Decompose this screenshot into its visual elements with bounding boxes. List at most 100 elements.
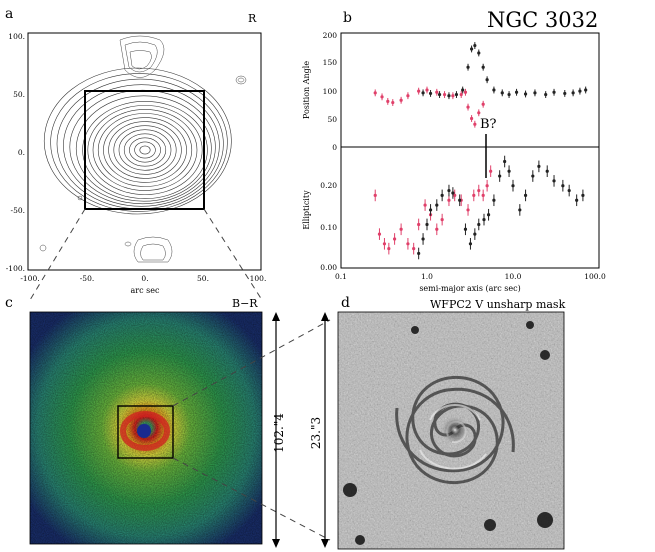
data-point [377, 232, 382, 236]
panel-b-letter: b [343, 10, 352, 26]
isophote [87, 105, 203, 195]
y-tick-label: -100. [6, 264, 25, 273]
data-point [482, 218, 486, 222]
data-point [514, 90, 519, 94]
data-point [435, 203, 439, 207]
isophote [75, 95, 212, 202]
y-tick-label: -50. [11, 206, 25, 215]
panel-a-y-ticks: 100. 50. 0. -50. -100. [6, 32, 25, 273]
data-point [552, 90, 556, 94]
isophote [123, 133, 167, 167]
data-point [399, 227, 403, 231]
data-point [406, 242, 410, 246]
data-point [391, 100, 395, 105]
data-point [417, 89, 421, 93]
pa-tick-label: 150 [323, 58, 338, 67]
profile-marks [373, 42, 588, 260]
data-point [492, 88, 496, 92]
x-tick-label: -100. [20, 274, 39, 283]
data-point [399, 98, 403, 102]
pa-ylabel: Position Angle [302, 61, 311, 119]
data-point [392, 237, 397, 241]
x-tick-label: 0.1 [335, 272, 347, 281]
data-point [440, 218, 444, 222]
data-point [447, 188, 451, 193]
zoom-connector-left [29, 208, 86, 301]
data-point [412, 247, 416, 251]
data-point [451, 94, 455, 98]
data-point [473, 43, 477, 48]
isophote [134, 141, 156, 159]
data-point [469, 116, 474, 121]
data-point [545, 169, 549, 173]
data-point [477, 188, 481, 193]
y-tick-label: 50. [13, 90, 25, 99]
data-point [552, 179, 556, 183]
isophote [50, 73, 228, 212]
scale-label-d: 23."3 [309, 417, 323, 449]
data-point [507, 92, 511, 97]
data-point [537, 164, 541, 168]
x-tick-label: 50. [197, 274, 209, 283]
inset-connector-top [172, 319, 331, 407]
pa-tick-label: 50 [327, 115, 337, 124]
data-point [507, 169, 511, 173]
panel-c: c B−R [5, 295, 331, 545]
nucleus [441, 416, 469, 444]
inset-connector-bottom [172, 457, 331, 541]
data-point [477, 51, 481, 55]
red-ring [120, 411, 170, 451]
isophote [118, 129, 172, 171]
panel-a-band: R [248, 12, 257, 25]
data-point [440, 193, 444, 197]
data-point [387, 247, 391, 251]
x-tick-label: -50. [80, 274, 94, 283]
data-point [485, 78, 489, 82]
panel-a-x-ticks: -100. -50. 0. 50. 100. [20, 274, 266, 283]
data-point [481, 193, 485, 197]
data-point [463, 90, 468, 94]
data-point [437, 92, 442, 97]
data-point [466, 65, 470, 69]
data-point [481, 102, 485, 106]
zoom-connector-right [203, 208, 263, 301]
data-point [428, 91, 433, 96]
panel-b-x-ticks: 0.1 1.0 10.0 100.0 [335, 272, 606, 281]
data-point [386, 99, 390, 103]
isophote [108, 121, 182, 179]
data-point [544, 92, 548, 97]
data-point [485, 184, 489, 188]
data-point [523, 193, 528, 197]
inset-box [117, 405, 174, 459]
isophote-contours [43, 67, 232, 215]
data-point [498, 174, 502, 178]
ell-ylabel: Ellipticity [302, 190, 311, 230]
x-tick-label: 0. [141, 274, 148, 283]
data-point [451, 191, 455, 195]
data-point [511, 184, 515, 188]
data-point [469, 47, 474, 51]
data-point [503, 159, 507, 164]
panel-a-letter: a [5, 6, 13, 22]
data-point [466, 105, 470, 109]
data-point [423, 203, 427, 207]
data-point [435, 227, 439, 231]
ell-ticks: 0.20 0.10 0.00 [320, 181, 337, 272]
data-point [421, 91, 425, 95]
y-tick-label: 100. [8, 32, 25, 41]
panel-c-letter: c [5, 295, 13, 311]
data-point [584, 88, 588, 92]
data-point [461, 88, 465, 92]
panel-d-frame [337, 311, 565, 550]
panel-b-xlabel: semi-major axis (arc sec) [419, 284, 520, 293]
data-point [489, 169, 493, 173]
isophote [63, 84, 220, 207]
panel-c-band: B−R [232, 297, 258, 310]
data-point [492, 198, 496, 202]
data-point [571, 91, 575, 95]
panel-d: d WFPC2 V unsharp mask [337, 295, 566, 550]
data-point [561, 184, 565, 188]
data-point [447, 198, 451, 202]
isophote [129, 137, 161, 163]
data-point [425, 88, 429, 92]
